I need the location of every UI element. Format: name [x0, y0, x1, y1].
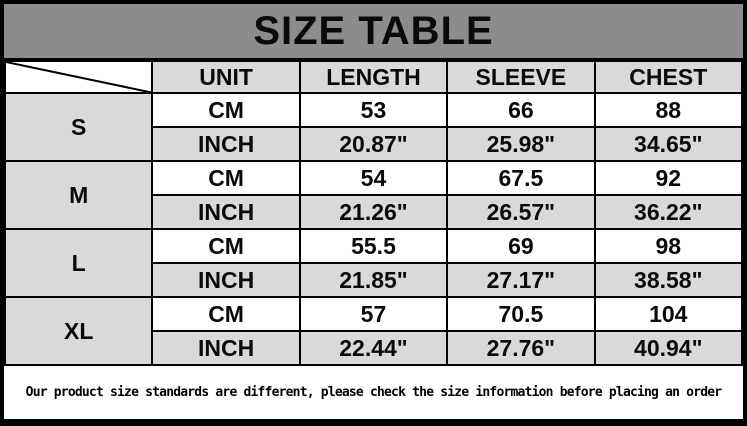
- value-cell: 53: [298, 92, 449, 129]
- table-row: L CM 55.5 69 98: [3, 228, 744, 299]
- value-cell: 26.57": [446, 194, 596, 231]
- size-label-m: M: [3, 160, 154, 231]
- value-cell: 104: [593, 296, 744, 333]
- size-table: UNIT LENGTH SLEEVE CHEST S CM 53 66 88 I…: [3, 59, 744, 367]
- value-cell: 21.85": [298, 262, 449, 299]
- value-cell: 21.26": [298, 194, 449, 231]
- value-cell: 36.22": [593, 194, 744, 231]
- size-label-l: L: [3, 228, 154, 299]
- value-cell: 55.5: [298, 228, 449, 265]
- table-row: INCH 22.44" 27.76" 40.94": [5, 330, 744, 367]
- column-header-unit: UNIT: [151, 59, 301, 95]
- unit-cell: INCH: [151, 262, 301, 299]
- value-cell: 34.65": [593, 126, 744, 163]
- unit-cell: CM: [151, 228, 301, 265]
- value-cell: 57: [298, 296, 449, 333]
- table-row: INCH 21.26" 26.57" 36.22": [5, 194, 744, 231]
- table-row: S CM 53 66 88: [3, 92, 744, 163]
- table-row: INCH 20.87" 25.98" 34.65": [5, 126, 744, 163]
- unit-cell: CM: [151, 296, 301, 333]
- value-cell: 27.76": [446, 330, 596, 367]
- value-cell: 67.5: [446, 160, 596, 197]
- value-cell: 69: [446, 228, 596, 265]
- diagonal-line-icon: [6, 62, 151, 92]
- table-row: INCH 21.85" 27.17" 38.58": [5, 262, 744, 299]
- column-header-sleeve: SLEEVE: [446, 59, 596, 95]
- unit-cell: INCH: [151, 126, 301, 163]
- value-cell: 88: [593, 92, 744, 129]
- value-cell: 92: [593, 160, 744, 197]
- column-header-chest: CHEST: [593, 59, 744, 95]
- unit-cell: CM: [151, 92, 301, 129]
- column-header-length: LENGTH: [298, 59, 449, 95]
- page-title: SIZE TABLE: [4, 4, 743, 60]
- value-cell: 70.5: [446, 296, 596, 333]
- value-cell: 20.87": [298, 126, 449, 163]
- size-label-s: S: [3, 92, 154, 163]
- unit-cell: CM: [151, 160, 301, 197]
- table-row: M CM 54 67.5 92: [3, 160, 744, 231]
- unit-cell: INCH: [151, 194, 301, 231]
- size-label-xl: XL: [3, 296, 154, 367]
- value-cell: 40.94": [593, 330, 744, 367]
- value-cell: 22.44": [298, 330, 449, 367]
- header-row: UNIT LENGTH SLEEVE CHEST: [3, 59, 744, 95]
- value-cell: 98: [593, 228, 744, 265]
- table-row: XL CM 57 70.5 104: [3, 296, 744, 367]
- value-cell: 25.98": [446, 126, 596, 163]
- value-cell: 27.17": [446, 262, 596, 299]
- unit-cell: INCH: [151, 330, 301, 367]
- value-cell: 38.58": [593, 262, 744, 299]
- footer-note: Our product size standards are different…: [25, 385, 722, 401]
- value-cell: 54: [298, 160, 449, 197]
- value-cell: 66: [446, 92, 596, 129]
- diagonal-cell: [3, 59, 154, 95]
